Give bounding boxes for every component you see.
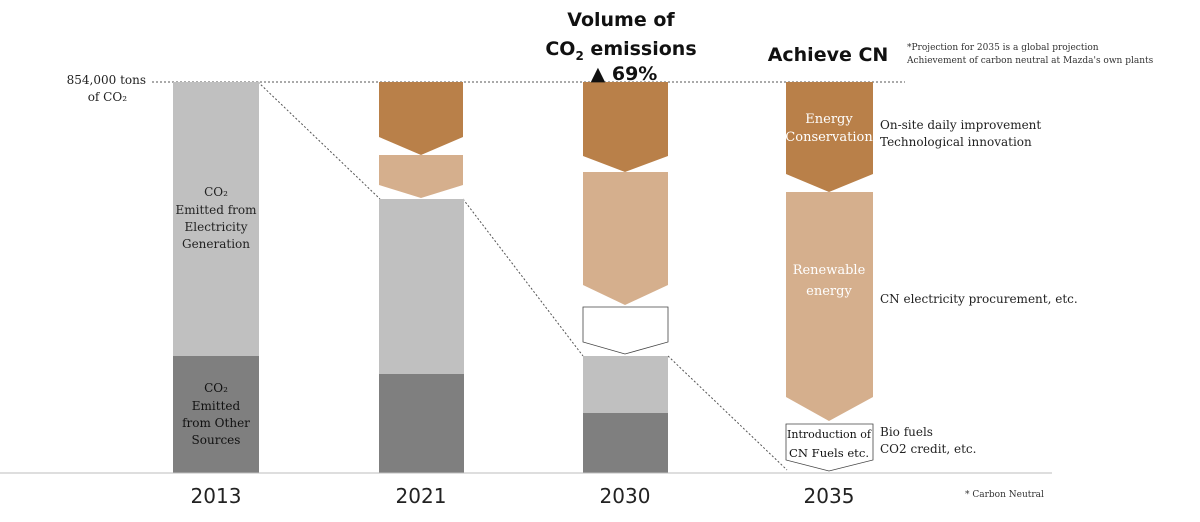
baseline-label-line2: of CO₂ [88, 90, 128, 104]
renewable-label-l2: energy [806, 284, 852, 299]
title-line1: Volume of [567, 9, 675, 31]
right-biofuels: Bio fuels [880, 425, 933, 439]
cn-fuels-label-l2: CN Fuels etc. [789, 447, 869, 460]
electricity-label-l4: Generation [182, 237, 250, 251]
x-tick-2021: 2021 [396, 484, 447, 508]
arrow-2030-renewable [583, 172, 668, 305]
x-tick-2035: 2035 [804, 484, 855, 508]
arrow-2030-energy-conservation [583, 82, 668, 172]
x-tick-2030: 2030 [600, 484, 651, 508]
electricity-label-l3: Electricity [185, 220, 248, 234]
arrow-2035-energy-conservation [786, 82, 873, 192]
arrow-2035-renewable [786, 192, 873, 421]
title-line2: CO2 emissions [545, 38, 696, 63]
other-label-l2: Emitted [192, 399, 241, 413]
connector-2030-2035 [667, 355, 788, 471]
arrow-2021-energy-conservation [379, 82, 463, 155]
bar-2013-other [173, 356, 259, 473]
connector-2021-2030 [462, 198, 584, 357]
connector-2013-2021 [257, 81, 381, 200]
energy-conservation-label-l2: Conservation [785, 130, 873, 145]
title-subscript: 2 [575, 49, 583, 63]
right-tech: Technological innovation [880, 135, 1032, 149]
bar-2021-other [379, 374, 464, 473]
right-onsite: On-site daily improvement [880, 118, 1041, 132]
other-label-l3: from Other [182, 416, 250, 430]
bar-2030-electricity [583, 356, 668, 413]
x-tick-2013: 2013 [191, 484, 242, 508]
bar-2013-electricity [173, 82, 259, 356]
baseline-label-line1: 854,000 tons [67, 73, 146, 87]
electricity-label-l2: Emitted from [176, 203, 258, 217]
note-line2: Achievement of carbon neutral at Mazda's… [906, 56, 1154, 66]
note-line1: *Projection for 2035 is a global project… [907, 43, 1099, 53]
arrow-2035-cn-fuels [785, 423, 874, 472]
arrow-2021-renewable [379, 155, 463, 198]
footnote: * Carbon Neutral [965, 490, 1044, 500]
arrow-2030-cn-fuels [582, 306, 669, 355]
reduction-label: ▲ 69% [591, 63, 658, 85]
title-co: CO [545, 38, 575, 60]
electricity-label-l1: CO₂ [204, 185, 228, 199]
right-co2-credit: CO2 credit, etc. [880, 442, 976, 456]
energy-conservation-label-l1: Energy [805, 112, 853, 127]
cn-fuels-label-l1: Introduction of [787, 428, 872, 441]
title-emissions: emissions [584, 38, 697, 60]
achieve-cn-label: Achieve CN [768, 44, 889, 66]
other-label-l1: CO₂ [204, 381, 228, 395]
bar-2030-other [583, 413, 668, 473]
renewable-label-l1: Renewable [793, 263, 866, 278]
other-label-l4: Sources [192, 433, 241, 447]
right-cn-electricity: CN electricity procurement, etc. [880, 292, 1078, 306]
bar-2021-electricity [379, 199, 464, 374]
